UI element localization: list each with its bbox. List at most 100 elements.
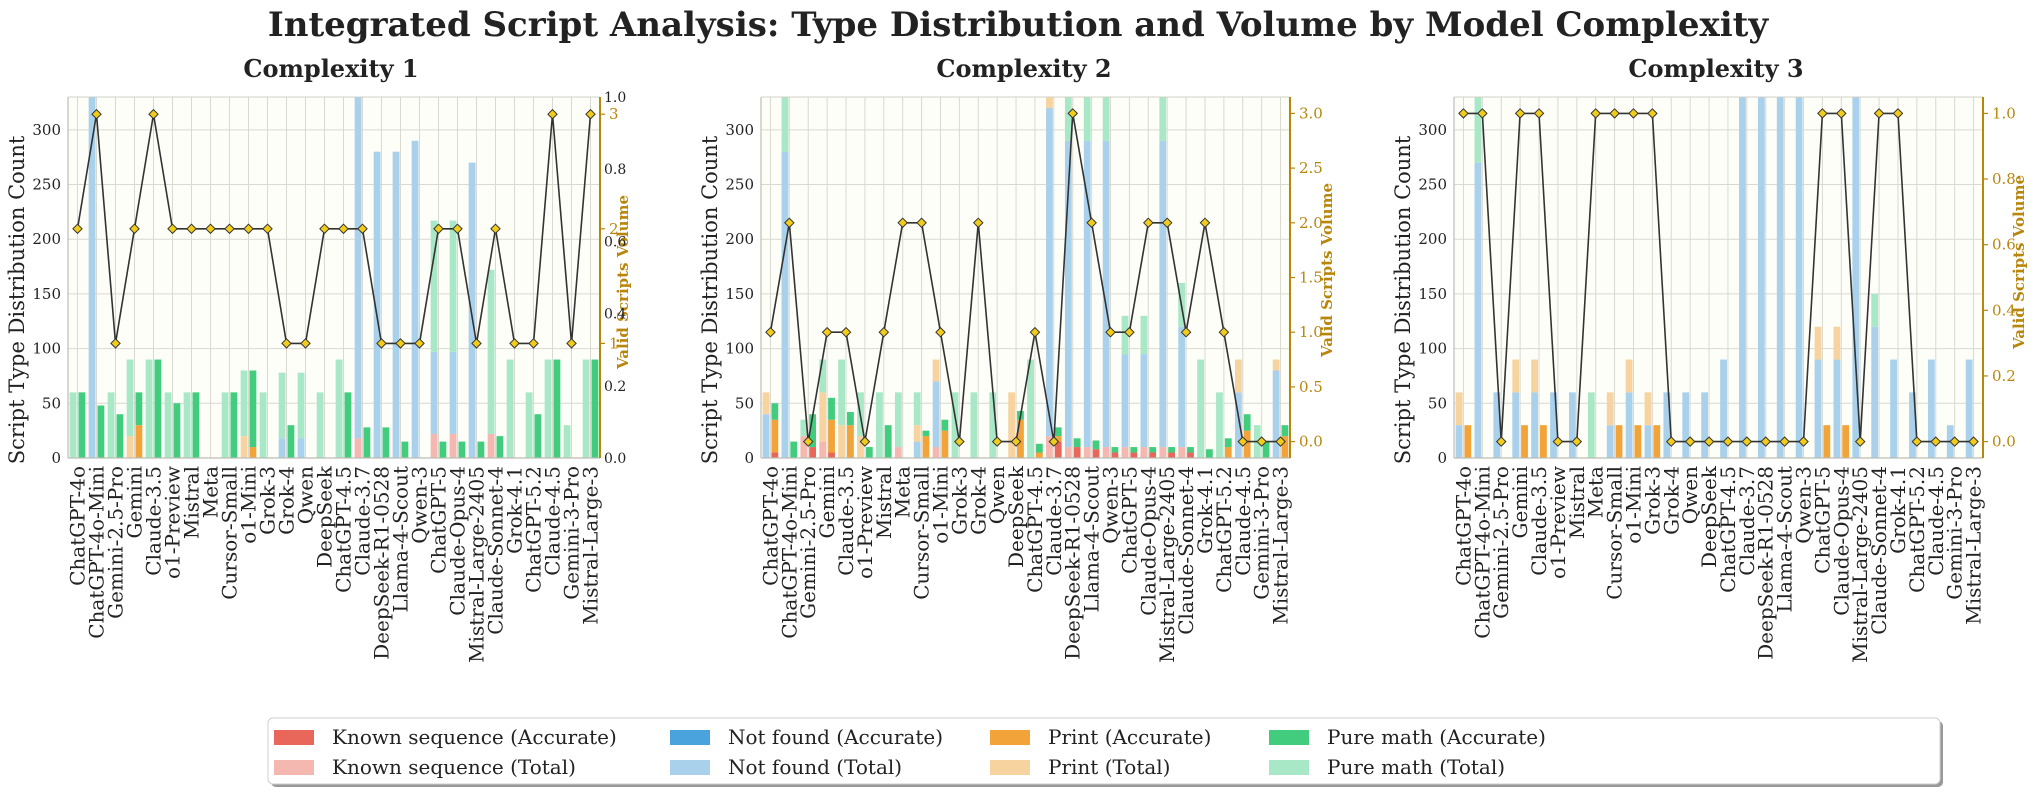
bar-total-math	[1140, 315, 1148, 355]
bar-total-notfound	[1493, 392, 1501, 458]
bar-total-print	[1008, 392, 1016, 458]
volume-marker	[1590, 108, 1602, 119]
x-tick-label: ChatGPT-4o-Mini	[1470, 466, 1494, 639]
bar-total-notfound	[88, 97, 96, 458]
volume-line	[769, 113, 1281, 443]
y-tick-label: 200	[725, 230, 754, 248]
figure-title: Integrated Script Analysis: Type Distrib…	[268, 5, 1770, 45]
x-tick-label: Grok-4.1	[503, 466, 527, 554]
x-tick-label: Gemini	[1508, 466, 1532, 538]
x-tick-label: ChatGPT-5	[1117, 466, 1141, 574]
bar-total-math	[1587, 392, 1595, 458]
x-tick-label: ChatGPT-5	[427, 466, 451, 574]
x-tick-label: DeepSeek	[1004, 465, 1028, 568]
bar-total-math	[544, 359, 552, 458]
y-tick-label: 50	[42, 394, 61, 412]
volume-marker	[1533, 108, 1545, 119]
x-tick-label: ChatGPT-4o	[758, 466, 782, 586]
bar-accurate-print	[922, 436, 930, 458]
bar-total-notfound	[1739, 97, 1746, 458]
bar-accurate-math	[116, 414, 124, 458]
bar-total-known	[1178, 447, 1186, 458]
x-tick-label: ChatGPT-5	[1810, 466, 1834, 574]
x-tick-label: Gemini-2.5-Pro	[796, 466, 820, 619]
bar-accurate-math	[553, 359, 561, 458]
bar-total-print	[1606, 392, 1614, 426]
volume-marker	[167, 223, 178, 235]
bar-total-notfound	[913, 441, 921, 458]
bar-total-math	[525, 392, 533, 458]
y-tick-label: 100	[32, 340, 61, 358]
y-tick-label: 150	[725, 285, 754, 303]
volume-marker	[205, 223, 216, 235]
x-tick-label: Qwen	[294, 466, 318, 524]
legend-swatch	[274, 760, 314, 775]
bar-total-math	[1083, 97, 1091, 141]
volume-marker	[528, 338, 539, 349]
y-tick-label: 300	[1418, 121, 1447, 139]
volume-marker	[1010, 436, 1022, 447]
x-tick-label: o1-Preview	[161, 466, 185, 579]
volume-marker	[1930, 436, 1942, 447]
volume-marker	[878, 326, 890, 338]
bar-total-notfound	[1512, 392, 1520, 458]
legend: Known sequence (Accurate) Known sequence …	[267, 717, 1943, 787]
x-tick-label: ChatGPT-4.5	[332, 466, 356, 593]
bar-accurate-math	[1187, 447, 1194, 453]
y2-tick-label: 1.5	[1299, 269, 1323, 287]
y2-tick-label: 0.0	[1992, 433, 2016, 451]
bar-total-known	[932, 447, 940, 458]
y-tick-label: 0	[1437, 449, 1447, 467]
volume-marker	[821, 326, 833, 338]
volume-marker	[1495, 436, 1507, 447]
bar-total-math	[876, 392, 883, 458]
x-tick-label: ChatGPT-4o-Mini	[85, 466, 109, 639]
bar-total-notfound	[430, 351, 438, 434]
x-tick-label: Mistral	[180, 466, 204, 539]
volume-marker	[110, 338, 121, 349]
bar-total-math	[989, 392, 997, 458]
volume-marker	[585, 108, 596, 120]
y-tick-label: 250	[1418, 176, 1447, 194]
x-tick-label: Gemini	[123, 466, 147, 538]
x-tick-label: ChatGPT-4o	[1451, 466, 1475, 586]
x-tick-label: Llama-4-Scout	[1773, 466, 1797, 613]
volume-marker	[840, 326, 852, 338]
x-tick-label: Mistral-Large-3	[579, 466, 603, 625]
x-tick-label: ChatGPT-4.5	[1716, 466, 1740, 593]
x-tick-label: Claude-3.5	[1527, 466, 1551, 576]
x-tick-label: ChatGPT-4o-Mini	[777, 466, 801, 639]
bar-total-notfound	[1833, 359, 1841, 458]
y-axis-label: Script Type Distribution Count	[698, 135, 722, 464]
bar-total-notfound	[1701, 392, 1709, 458]
bar-total-notfound	[1569, 392, 1576, 458]
bar-accurate-known	[1054, 441, 1062, 458]
y2-axis-label: Valid Scripts Volume	[614, 195, 632, 370]
bar-total-math	[164, 392, 172, 458]
x-tick-label: Mistral-Large-3	[1269, 466, 1293, 625]
bar-total-notfound	[1871, 326, 1879, 458]
bar-accurate-math	[173, 403, 181, 458]
volume-marker	[452, 223, 463, 235]
x-tick-label: Llama-4-Scout	[1080, 466, 1104, 613]
volume-marker	[935, 326, 946, 338]
volume-marker	[129, 223, 140, 235]
volume-marker	[1275, 436, 1286, 447]
x-tick-label: Mistral-Large-2405	[465, 466, 489, 663]
x-tick-label: Mistral	[1565, 466, 1589, 539]
bar-total-print	[932, 359, 940, 382]
x-tick-label: Claude-Sonnet-4	[1174, 466, 1198, 635]
x-tick-label: DeepSeek-R1-0528	[1061, 466, 1085, 660]
bar-total-notfound	[1159, 140, 1167, 448]
x-tick-label: Grok-4.1	[1886, 466, 1910, 554]
x-tick-label: Claude-4.5	[1231, 466, 1255, 576]
bar-accurate-math	[1035, 443, 1043, 453]
bar-total-notfound	[373, 151, 381, 459]
legend-swatch	[1269, 760, 1309, 775]
y3-tick-label: 0.6	[604, 234, 626, 250]
bar-accurate-print	[1842, 425, 1850, 458]
volume-marker	[547, 108, 558, 120]
legend-label: Known sequence (Accurate)	[332, 725, 617, 749]
bar-accurate-known	[809, 447, 817, 458]
x-tick-label: Gemini-2.5-Pro	[1489, 466, 1513, 619]
